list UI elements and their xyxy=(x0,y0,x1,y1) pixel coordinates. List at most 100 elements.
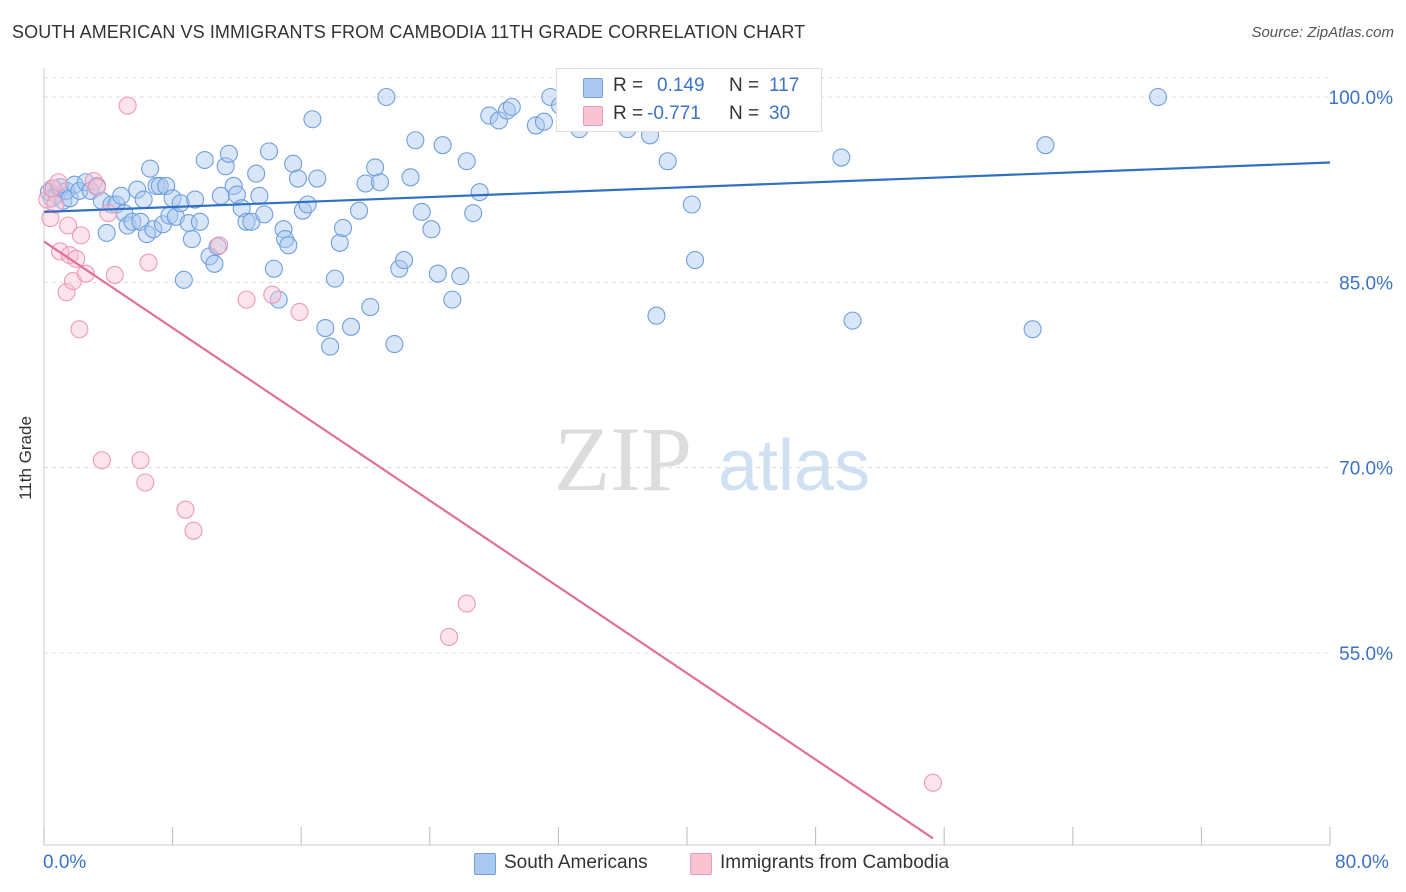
point-south-american xyxy=(174,270,193,289)
point-south-american xyxy=(288,169,308,188)
point-cambodia xyxy=(49,173,68,192)
point-south-american xyxy=(250,186,269,205)
point-south-american xyxy=(422,220,441,239)
point-south-american xyxy=(412,202,431,221)
point-south-american xyxy=(97,223,116,242)
point-cambodia xyxy=(92,451,111,470)
legend-r-value: 0.149 xyxy=(657,75,705,96)
point-cambodia xyxy=(923,773,942,792)
point-south-american xyxy=(1036,136,1055,155)
bottom-legend-label-blue: South Americans xyxy=(504,852,648,873)
point-cambodia xyxy=(99,204,118,223)
chart-title: SOUTH AMERICAN VS IMMIGRANTS FROM CAMBOD… xyxy=(12,22,806,42)
point-cambodia xyxy=(70,320,89,339)
point-south-american xyxy=(128,180,147,199)
bottom-legend-swatch-blue xyxy=(474,853,496,875)
source-note: Source: ZipAtlas.com xyxy=(1251,24,1394,41)
point-south-american xyxy=(832,148,851,167)
point-cambodia xyxy=(46,195,65,214)
legend-r-label: R = xyxy=(613,103,644,124)
point-south-american xyxy=(303,110,322,129)
point-south-american xyxy=(443,290,462,309)
point-cambodia xyxy=(457,594,476,613)
point-south-american xyxy=(279,236,298,255)
point-south-american xyxy=(451,267,470,286)
point-south-american xyxy=(350,201,369,220)
point-south-american xyxy=(395,251,414,270)
y-tick-label: 70.0% xyxy=(1339,459,1393,480)
point-south-american xyxy=(370,173,390,192)
point-south-american xyxy=(341,317,361,336)
point-south-american xyxy=(247,164,266,183)
legend-row-pink: R = -0.771 N = 30 xyxy=(557,102,821,130)
correlation-legend: R = 0.149 N = 117 R = -0.771 N = 30 xyxy=(556,68,822,132)
point-cambodia xyxy=(118,96,137,115)
point-south-american xyxy=(428,264,447,283)
point-south-american xyxy=(144,220,163,239)
point-south-american xyxy=(219,144,238,163)
watermark-zip: ZIP xyxy=(554,408,692,510)
point-cambodia xyxy=(71,226,91,245)
gridlines xyxy=(44,77,1330,654)
point-south-american xyxy=(65,175,84,194)
point-south-american xyxy=(333,218,353,238)
point-south-american xyxy=(308,169,327,188)
point-cambodia xyxy=(263,285,282,304)
series-south-americans xyxy=(39,87,1168,356)
point-cambodia xyxy=(210,236,229,255)
point-south-american xyxy=(205,254,224,273)
point-south-american xyxy=(457,152,476,171)
point-south-american xyxy=(321,337,340,356)
point-south-american xyxy=(227,185,246,204)
series-cambodia xyxy=(38,96,942,792)
point-south-american xyxy=(390,259,409,278)
legend-swatch-pink xyxy=(583,106,603,126)
y-tick-labels: 100.0% 85.0% 70.0% 55.0% xyxy=(1329,88,1394,665)
point-south-american xyxy=(150,176,169,196)
legend-n-label: N = xyxy=(729,103,760,124)
point-south-american xyxy=(377,87,396,107)
point-south-american xyxy=(470,183,489,202)
point-south-american xyxy=(141,159,160,178)
point-south-american xyxy=(1148,87,1168,107)
legend-r-label: R = xyxy=(613,75,644,96)
point-south-american xyxy=(259,142,279,161)
point-south-american xyxy=(843,311,862,330)
trend-lines xyxy=(43,161,1331,840)
point-cambodia xyxy=(87,178,107,197)
point-cambodia xyxy=(67,249,86,268)
point-cambodia xyxy=(176,500,195,519)
point-cambodia xyxy=(41,209,60,228)
watermark-atlas: atlas xyxy=(718,426,870,506)
legend-n-label: N = xyxy=(729,75,760,96)
point-south-american xyxy=(502,97,521,116)
legend-row-blue: R = 0.149 N = 117 xyxy=(557,74,821,102)
point-south-american xyxy=(658,152,677,171)
point-south-american xyxy=(255,205,274,224)
point-south-american xyxy=(298,195,317,214)
point-south-american xyxy=(330,233,349,252)
legend-n-value: 30 xyxy=(769,103,791,124)
point-south-american xyxy=(112,186,131,205)
x-axis-min-label: 0.0% xyxy=(43,852,87,873)
point-south-american xyxy=(316,318,335,338)
point-south-american xyxy=(366,158,385,177)
point-south-american xyxy=(1023,320,1042,339)
point-south-american xyxy=(182,230,201,249)
point-south-american xyxy=(237,212,256,231)
point-cambodia xyxy=(237,290,256,309)
point-south-american xyxy=(134,190,153,209)
point-cambodia xyxy=(76,264,95,283)
bottom-legend-swatch-pink xyxy=(690,853,712,875)
y-tick-label: 55.0% xyxy=(1339,644,1393,665)
legend-n-value: 117 xyxy=(769,75,800,96)
point-cambodia xyxy=(139,253,158,272)
point-south-american xyxy=(685,251,705,270)
y-tick-label: 85.0% xyxy=(1339,273,1393,294)
point-south-american xyxy=(284,154,303,173)
point-south-american xyxy=(325,269,345,288)
point-south-american xyxy=(264,259,283,278)
point-cambodia xyxy=(136,473,155,492)
point-south-american xyxy=(480,106,499,125)
bottom-legend-label-pink: Immigrants from Cambodia xyxy=(720,852,950,873)
